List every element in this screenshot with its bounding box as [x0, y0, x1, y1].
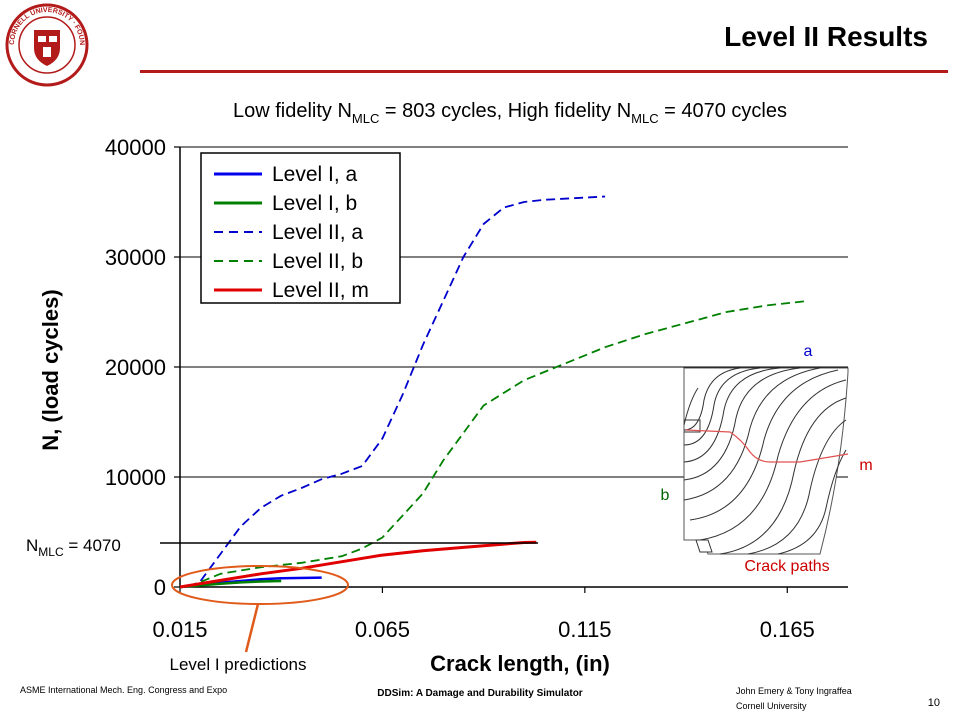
legend: Level I, a Level I, b Level II, a Level II,…: [200, 152, 401, 304]
series-line-5: [179, 540, 537, 589]
crack-label-b: b: [661, 487, 670, 504]
y-tick-label: 0: [154, 575, 166, 600]
crack-path-inset: [683, 367, 849, 555]
legend-label-4: Level II, b: [272, 250, 363, 273]
page-number: 10: [928, 697, 940, 709]
axes: [174, 146, 848, 593]
footer-center: DDSim: A Damage and Durability Simulator: [377, 688, 583, 699]
tick-labels: 0 10000 20000 30000 40000 0.015 0.065 0.115 0.16…: [105, 135, 815, 642]
y-axis-title: N, (load cycles): [38, 289, 63, 450]
x-tick-label: 0.065: [355, 617, 410, 642]
y-tick-label: 30000: [105, 245, 166, 270]
footer-authors: John Emery & Tony Ingraffea: [736, 686, 852, 696]
x-axis-title: Crack length, (in): [430, 651, 610, 676]
series-line-4: [187, 300, 808, 588]
y-tick-label: 40000: [105, 135, 166, 160]
x-tick-label: 0.165: [760, 617, 815, 642]
slide-title: Level II Results: [724, 21, 928, 52]
nmlc-label: NMLC = 4070: [26, 536, 121, 559]
crack-paths-label: Crack paths: [744, 558, 829, 575]
crack-label-m: m: [859, 457, 872, 474]
x-tick-label: 0.015: [152, 617, 207, 642]
crack-label-a: a: [804, 343, 813, 360]
title-underline: [140, 70, 948, 73]
level1-highlight-ellipse: [171, 565, 349, 605]
y-tick-label: 20000: [105, 355, 166, 380]
level1-predictions-label: Level I predictions: [169, 655, 306, 674]
legend-label-1: Level I, a: [272, 163, 358, 186]
footer-university: Cornell University: [736, 701, 807, 711]
legend-label-5: Level II, m: [272, 279, 369, 302]
legend-box: [200, 152, 401, 304]
footer-left: ASME International Mech. Eng. Congress a…: [20, 685, 227, 695]
cornell-logo-icon: CORNELL UNIVERSITY · FOUNDED A.D. 1865: [0, 0, 89, 87]
x-tick-label: 0.115: [558, 617, 611, 642]
y-tick-label: 10000: [105, 465, 166, 490]
series-line-3: [187, 195, 606, 588]
subtitle: Low fidelity NMLC = 803 cycles, High fid…: [233, 100, 787, 126]
legend-label-3: Level II, a: [272, 221, 363, 244]
legend-label-2: Level I, b: [272, 192, 357, 215]
level1-callout-line: [244, 603, 260, 653]
